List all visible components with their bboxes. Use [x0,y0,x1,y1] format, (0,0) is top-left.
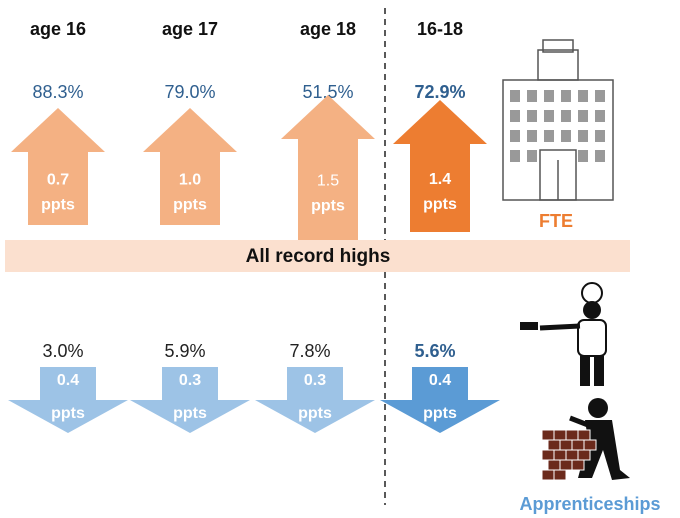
window [527,90,537,102]
brick [554,450,566,460]
window [510,150,520,162]
window [595,110,605,122]
window [578,130,588,142]
apprenticeship-unit: ppts [173,405,207,422]
window [510,90,520,102]
fte-change: 1.5 [317,173,339,190]
brick [560,440,572,450]
column-header: 16-18 [417,19,463,39]
column-header: age 18 [300,19,356,39]
fte-change: 1.4 [429,171,451,188]
up-arrow [281,95,375,240]
window [595,150,605,162]
brick [572,440,584,450]
apprenticeships-label: Apprenticeships [519,494,660,514]
fte-value: 79.0% [164,82,215,102]
fte-unit: ppts [173,197,207,214]
brick [572,460,584,470]
fte-unit: ppts [311,198,345,215]
window [527,150,537,162]
window [578,110,588,122]
brick [578,450,590,460]
apprenticeship-value: 5.6% [414,341,455,361]
brick [566,430,578,440]
brick [542,430,554,440]
apprenticeship-unit: ppts [51,405,85,422]
apprenticeship-unit: ppts [423,405,457,422]
window [527,110,537,122]
window [510,130,520,142]
fte-change: 1.0 [179,172,201,189]
column-header: age 16 [30,19,86,39]
brick [542,450,554,460]
column-header: age 17 [162,19,218,39]
brick [584,440,596,450]
brick [542,470,554,480]
banner: All record highs [246,246,391,267]
fte-value: 72.9% [414,82,465,102]
window [544,110,554,122]
apprenticeship-change: 0.4 [57,372,79,389]
window [595,90,605,102]
apprenticeship-value: 7.8% [289,341,330,361]
window [544,90,554,102]
window [595,130,605,142]
apprenticeship-unit: ppts [298,405,332,422]
window [578,90,588,102]
window [561,130,571,142]
window [561,90,571,102]
brick [548,440,560,450]
building-windows [510,90,605,162]
apprenticeship-value: 5.9% [164,341,205,361]
window [544,130,554,142]
window [561,110,571,122]
brick [554,430,566,440]
window [578,150,588,162]
brick [578,430,590,440]
brick [554,470,566,480]
apprenticeship-change: 0.4 [429,372,451,389]
fte-change: 0.7 [47,172,69,189]
brick [560,460,572,470]
fte-value: 88.3% [32,82,83,102]
fte-label: FTE [539,211,573,231]
chef-icon [520,283,606,386]
brick [548,460,560,470]
apprenticeship-change: 0.3 [179,372,201,389]
brick [566,450,578,460]
fte-unit: ppts [423,196,457,213]
infographic: All record highs FTE Apprenticeships age… [0,0,680,518]
apprenticeship-value: 3.0% [42,341,83,361]
fte-unit: ppts [41,197,75,214]
window [510,110,520,122]
apprenticeship-change: 0.3 [304,372,326,389]
window [527,130,537,142]
